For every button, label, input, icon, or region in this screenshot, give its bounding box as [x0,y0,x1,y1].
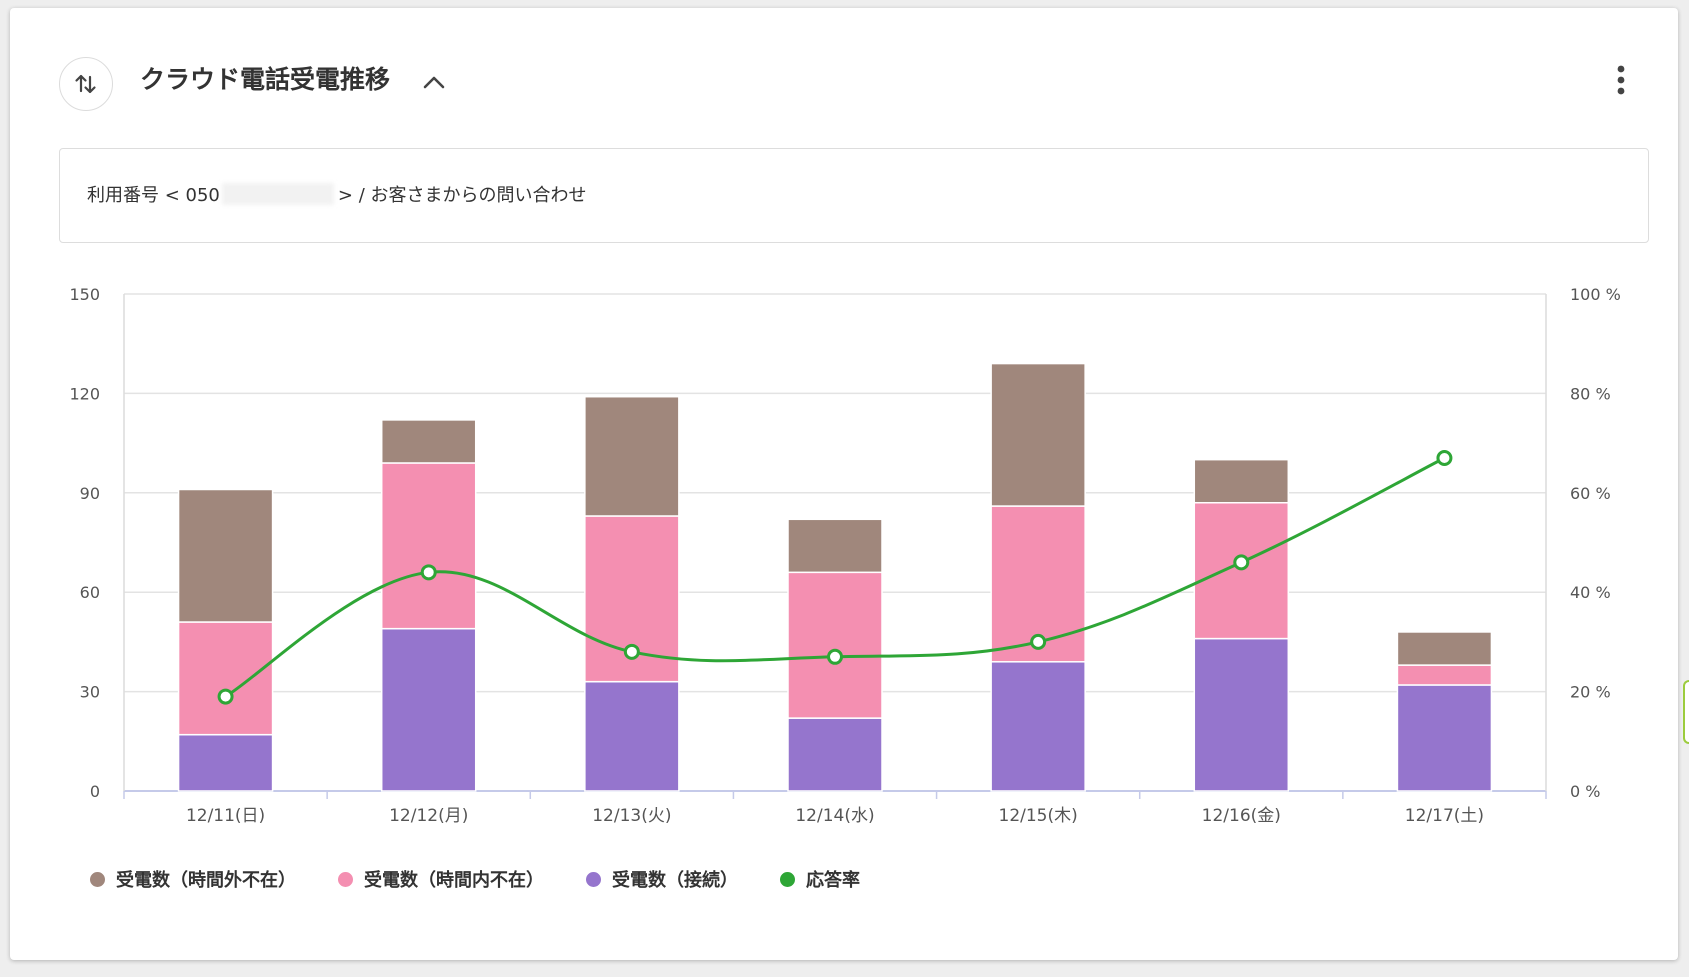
legend-dot-in-hours [338,871,353,887]
answer-rate-point [623,643,640,660]
legend-dot-connected [586,871,601,887]
right-axis-tick-label: 20 % [1570,683,1611,702]
redacted-phone-number [221,183,334,205]
legend-label: 受電数（時間外不在） [116,870,296,891]
bar-segment [1193,458,1290,504]
x-axis-tick-label: 12/16(金) [1202,806,1281,826]
bar-segment [380,462,477,630]
legend-item-in-hours[interactable]: 受電数（時間内不在） [338,866,544,892]
bar-segment [990,661,1086,792]
x-axis-tick-label: 12/13(火) [592,806,671,826]
right-axis-tick-label: 100 % [1570,285,1621,304]
legend-item-connected[interactable]: 受電数（接続） [586,866,738,892]
left-axis-tick-label: 30 [80,683,100,702]
bar-segment [177,621,274,736]
side-feedback-tab[interactable] [1683,680,1689,744]
bar-segment [990,505,1086,663]
x-axis-tick-label: 12/17(土) [1405,806,1484,826]
bar-segment [1193,501,1290,640]
filter-prefix: 利用番号 < 050 [87,185,220,206]
answer-rate-point [1233,554,1250,571]
left-axis-tick-label: 150 [69,285,100,304]
bar-segment [380,627,477,792]
bar-segment [177,733,274,792]
answer-rate-point [420,564,437,581]
bar-segment [380,419,477,464]
left-axis-tick-label: 120 [69,384,100,403]
answer-rate-point [827,648,843,665]
more-vertical-icon[interactable] [1605,60,1637,100]
legend-label: 応答率 [806,870,860,891]
bar-segment [1396,631,1493,666]
bar-segment [990,362,1086,507]
bar-segment [1193,637,1290,792]
filter-suffix: > / お客さまからの問い合わせ [337,185,587,206]
legend-dot-answer-rate [780,871,795,887]
filter-text: 利用番号 < 050 > / お客さまからの問い合わせ [87,181,586,207]
right-axis-tick-label: 60 % [1570,484,1611,503]
legend-label: 受電数（時間内不在） [364,870,544,891]
card-title: クラウド電話受電推移 [140,65,391,94]
bar-segment [787,717,883,792]
answer-rate-point [217,688,234,705]
bar-segment [584,680,680,792]
right-axis-tick-label: 40 % [1570,583,1611,602]
right-axis-tick-label: 0 % [1570,782,1600,801]
legend-item-outside-hours[interactable]: 受電数（時間外不在） [90,866,296,892]
legend-dot-outside-hours [90,871,105,887]
x-axis-tick-label: 12/15(木) [999,806,1078,826]
bar-segment [787,571,883,719]
x-axis-tick-label: 12/12(月) [389,806,468,826]
left-axis-tick-label: 60 [80,583,100,602]
bar-segment [1396,664,1493,686]
left-axis-tick-label: 90 [80,484,100,503]
answer-rate-point [1030,633,1047,650]
bar-segment [787,518,883,574]
chevron-up-icon[interactable] [417,65,451,99]
bar-segment [1396,684,1493,792]
legend-item-answer-rate[interactable]: 応答率 [780,866,860,892]
chart-legend: 受電数（時間外不在） 受電数（時間内不在） 受電数（接続） 応答率 [90,866,902,892]
legend-label: 受電数（接続） [612,870,738,891]
bar-segment [584,395,680,517]
x-axis-tick-label: 12/14(水) [795,806,874,826]
right-axis-tick-label: 80 % [1570,384,1611,403]
x-axis-tick-label: 12/11(日) [186,806,265,826]
bar-segment [177,488,274,623]
filter-box: 利用番号 < 050 > / お客さまからの問い合わせ [59,148,1649,243]
answer-rate-point [1436,450,1453,467]
left-axis-tick-label: 0 [90,782,100,801]
swap-vertical-icon[interactable] [59,57,113,111]
swap-vertical-glyph [75,74,96,94]
combo-chart: 0 0 % 30 20 % 60 40 % 90 60 % 120 80 % 150 100 % 12/… [69,285,1621,826]
chart-card: クラウド電話受電推移 利用番号 < 050 > / お客さまからの問い合わせ 0… [10,8,1678,960]
